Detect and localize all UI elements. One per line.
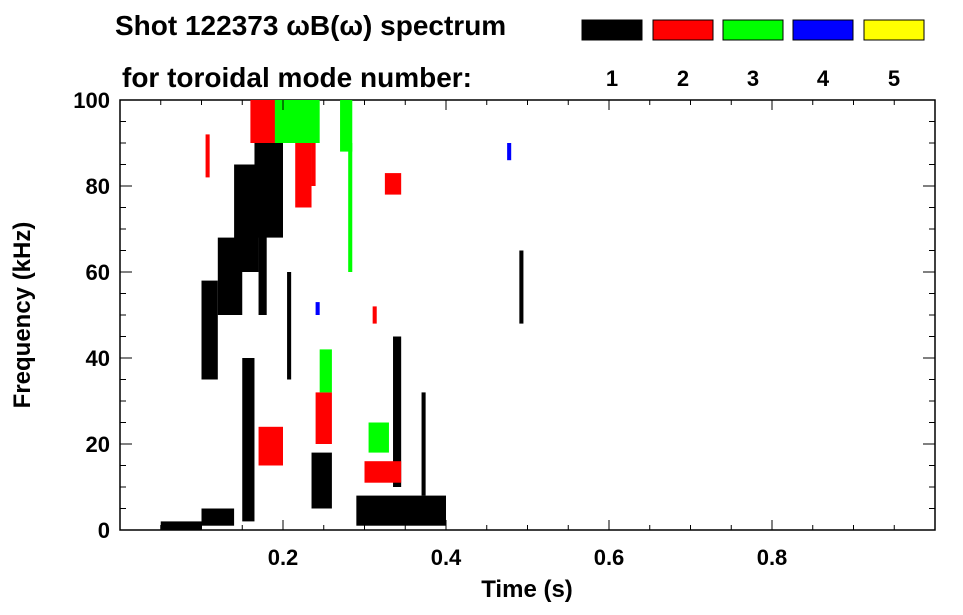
legend-swatch-mode-1	[581, 19, 643, 41]
spectrum-region-mode-3	[348, 143, 353, 272]
legend-label-mode-2: 2	[677, 66, 689, 91]
spectrum-region-mode-2	[205, 134, 210, 178]
y-tick-label: 0	[98, 518, 110, 543]
legend-swatch-mode-2	[652, 19, 714, 41]
y-tick-label: 60	[86, 260, 110, 285]
spectrum-region-mode-1	[258, 186, 267, 315]
spectrum-region-mode-4	[315, 302, 320, 315]
spectrum-region-mode-3	[340, 100, 353, 152]
spectrum-region-mode-3	[274, 100, 320, 143]
spectrum-region-mode-1	[393, 336, 402, 487]
y-tick-label: 40	[86, 346, 110, 371]
legend-label-mode-4: 4	[817, 66, 830, 91]
legend-swatch-mode-4	[792, 19, 854, 41]
legend-label-mode-1: 1	[606, 66, 618, 91]
spectrum-region-mode-1	[421, 392, 426, 496]
spectrum-region-mode-1	[201, 280, 218, 380]
x-tick-label: 0.4	[431, 545, 462, 570]
x-tick-label: 0.8	[757, 545, 788, 570]
x-tick-label: 0.2	[268, 545, 299, 570]
spectrum-region-mode-1	[242, 358, 255, 522]
x-axis: 0.2 0.4 0.6 0.8	[160, 100, 895, 570]
spectrum-region-mode-1	[201, 508, 235, 526]
spectrum-region-mode-2	[258, 426, 283, 466]
spectrum-region-mode-4	[507, 143, 512, 161]
y-tick-label: 80	[86, 174, 110, 199]
x-axis-label: Time (s)	[481, 576, 573, 603]
spectrum-region-mode-1	[519, 250, 524, 324]
spectrum-region-mode-2	[311, 134, 316, 186]
y-tick-label: 20	[86, 432, 110, 457]
spectrum-region-mode-2	[372, 306, 377, 324]
spectrum-region-mode-2	[315, 392, 332, 444]
chart-title-line1: Shot 122373 ωB(ω) spectrum	[115, 10, 506, 41]
spectrum-region-mode-1	[287, 272, 292, 380]
y-axis: 0 20 40 60 80 100	[73, 88, 935, 543]
legend-label-mode-5: 5	[888, 66, 900, 91]
spectrum-region-mode-2	[364, 461, 402, 483]
spectrum-region-mode-1	[356, 495, 446, 526]
y-axis-label: Frequency (kHz)	[9, 222, 36, 409]
spectrum-region-mode-1	[311, 452, 332, 509]
mode-legend: 1 2 3 4 5	[581, 19, 925, 91]
legend-label-mode-3: 3	[747, 66, 759, 91]
spectrum-region-mode-2	[384, 173, 402, 195]
spectrum-region-mode-3	[319, 349, 332, 393]
legend-swatch-mode-3	[722, 19, 784, 41]
chart-title-line2: for toroidal mode number:	[122, 62, 472, 93]
spectrum-region-mode-3	[368, 422, 389, 453]
spectrum-regions	[160, 100, 524, 530]
spectrum-region-mode-1	[160, 521, 202, 530]
x-tick-label: 0.6	[594, 545, 625, 570]
legend-swatch-mode-5	[863, 19, 925, 41]
y-tick-label: 100	[73, 88, 110, 113]
